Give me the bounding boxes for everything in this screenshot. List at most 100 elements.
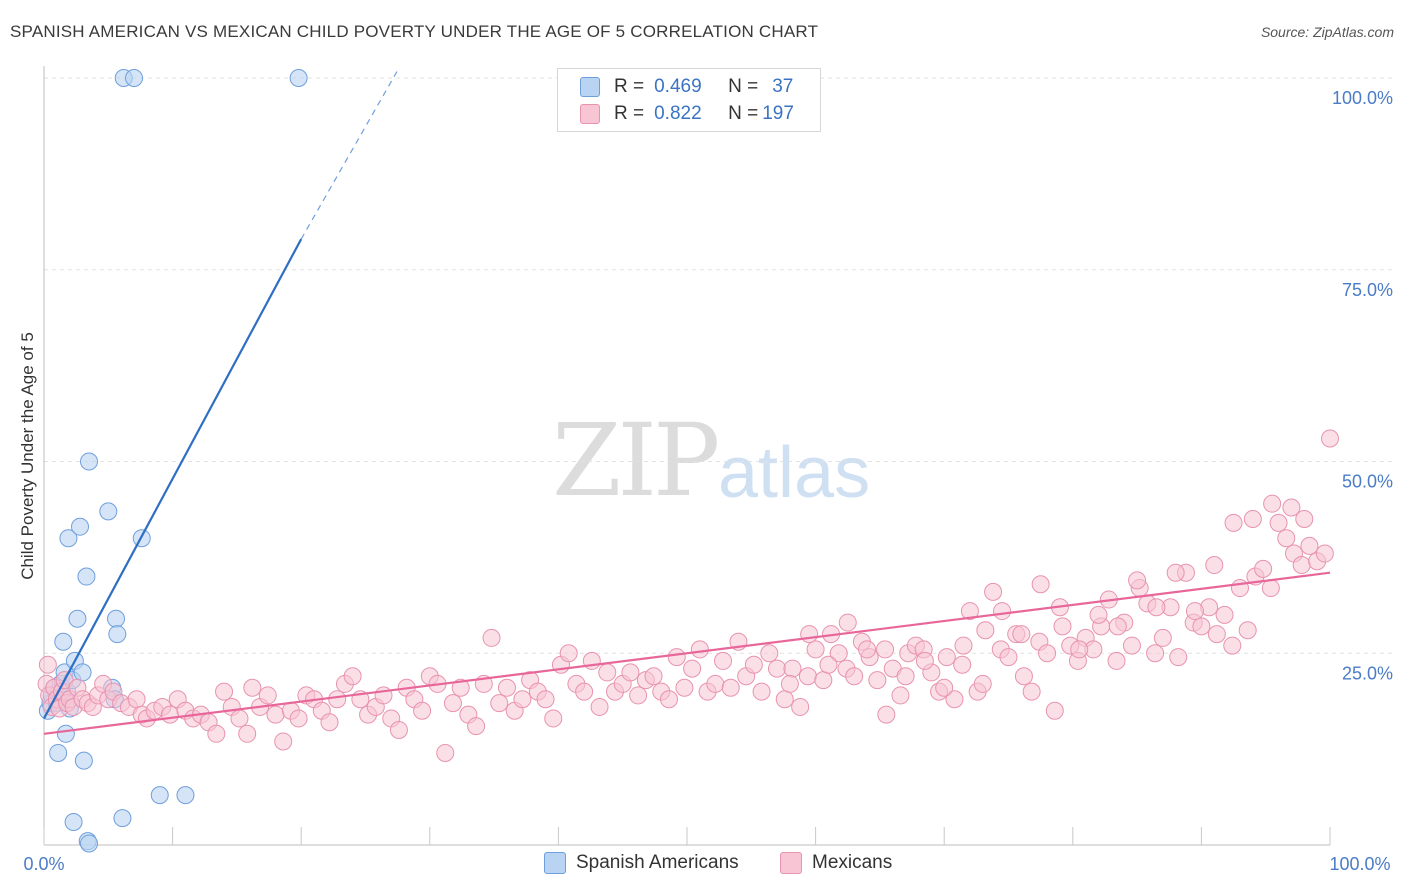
mexicans-point — [877, 705, 896, 724]
mexicans-point — [38, 655, 57, 674]
mexicans-point — [629, 686, 648, 705]
mexicans-point — [976, 621, 995, 640]
y-tick-label: 50.0% — [1342, 472, 1393, 492]
spanish-americans-point — [49, 743, 68, 762]
spanish-americans-point — [107, 609, 126, 628]
mexicans-point — [768, 659, 787, 678]
mexicans-point — [274, 732, 293, 751]
spanish-americans-trend-extension — [300, 70, 399, 240]
mexicans-point — [675, 678, 694, 697]
mexicans-point — [838, 613, 857, 632]
mexicans-point — [230, 709, 249, 728]
mexicans-point — [937, 648, 956, 667]
mexicans-point — [806, 640, 825, 659]
mexicans-point — [1224, 513, 1243, 532]
mexicans-point — [1122, 636, 1141, 655]
mexicans-point — [1107, 651, 1126, 670]
mexicans-point — [1147, 598, 1166, 617]
mexicans-point — [1263, 494, 1282, 513]
x-tick-label-max: 100.0% — [1329, 854, 1390, 874]
spanish-americans-point — [74, 751, 93, 770]
legend-label-mexicans: Mexicans — [812, 852, 893, 873]
spanish-americans-points — [38, 69, 308, 853]
mexicans-point — [1321, 429, 1339, 448]
spanish-americans-trend-line — [43, 238, 303, 719]
mexicans-point — [575, 682, 594, 701]
mexicans-point — [644, 667, 663, 686]
spanish-americans-point — [80, 834, 99, 853]
mexicans-point — [1292, 556, 1311, 575]
mexicans-point — [1205, 556, 1224, 575]
legend-n-value-spanish: 37 — [772, 76, 794, 97]
mexicans-point — [706, 674, 725, 693]
mexicans-point — [413, 701, 432, 720]
mexicans-point — [954, 636, 973, 655]
spanish-americans-point — [289, 69, 308, 87]
mexicans-point — [798, 667, 817, 686]
mexicans-point — [513, 690, 532, 709]
axis-labels: 25.0% 50.0% 75.0% 100.0% 0.0% 100.0% Child Pov… — [18, 88, 1393, 874]
spanish-americans-point — [56, 724, 75, 743]
legend-n-label: N = — [728, 103, 759, 124]
spanish-americans-point — [108, 625, 127, 644]
mexicans-point — [436, 743, 455, 762]
spanish-americans-point — [59, 529, 78, 548]
mexicans-point — [876, 640, 895, 659]
mexicans-point — [721, 678, 740, 697]
mexicans-point — [945, 690, 964, 709]
spanish-americans-point — [71, 517, 90, 536]
mexicans-point — [973, 674, 992, 693]
mexicans-trend-line — [43, 571, 1331, 735]
y-tick-label: 100.0% — [1332, 88, 1393, 108]
mexicans-point — [1315, 544, 1334, 563]
mexicans-point — [714, 651, 733, 670]
spanish-americans-point — [68, 609, 87, 628]
mexicans-point — [451, 678, 470, 697]
mexicans-point — [1243, 510, 1262, 529]
mexicans-point — [1207, 625, 1226, 644]
legend-item-spanish-americans[interactable]: Spanish Americans — [544, 852, 739, 874]
mexicans-point — [1089, 605, 1108, 624]
mexicans-point — [1053, 617, 1072, 636]
mexicans-point — [238, 724, 257, 743]
mexicans-point — [598, 663, 617, 682]
mexicans-point — [544, 709, 563, 728]
spanish-americans-point — [150, 786, 169, 805]
mexicans-point — [266, 705, 285, 724]
spanish-americans-point — [176, 786, 195, 805]
mexicans-point — [127, 690, 146, 709]
source-label: Source: ZipAtlas.com — [1260, 24, 1394, 40]
mexicans-point — [161, 705, 180, 724]
mexicans-point — [993, 602, 1012, 621]
mexicans-point — [690, 640, 709, 659]
mexicans-point — [320, 713, 339, 732]
mexicans-point — [1261, 579, 1280, 598]
mexicans-point — [1185, 602, 1204, 621]
y-axis-label: Child Poverty Under the Age of 5 — [18, 332, 37, 580]
mexicans-point — [891, 686, 910, 705]
mexicans-point — [858, 640, 877, 659]
legend-item-mexicans[interactable]: Mexicans — [780, 852, 892, 874]
mexicans-point — [1300, 536, 1319, 555]
legend-label-spanish-americans: Spanish Americans — [576, 852, 739, 873]
mexicans-point — [896, 667, 915, 686]
mexicans-point — [659, 690, 678, 709]
mexicans-point — [1269, 513, 1288, 532]
mexicans-point — [1070, 640, 1089, 659]
mexicans-point — [915, 651, 934, 670]
mexicans-point — [1153, 628, 1172, 647]
mexicans-point — [1128, 571, 1147, 590]
spanish-americans-point — [54, 632, 73, 651]
mexicans-point — [621, 663, 640, 682]
mexicans-point — [819, 655, 838, 674]
mexicans-point — [559, 644, 578, 663]
mexicans-point — [780, 674, 799, 693]
y-tick-label: 25.0% — [1342, 663, 1393, 683]
mexicans-point — [1038, 644, 1057, 663]
axes — [43, 66, 1331, 846]
legend-n-label: N = — [728, 76, 759, 97]
pink-swatch-icon — [580, 104, 600, 124]
mexicans-point — [791, 697, 810, 716]
mexicans-point — [1223, 636, 1242, 655]
